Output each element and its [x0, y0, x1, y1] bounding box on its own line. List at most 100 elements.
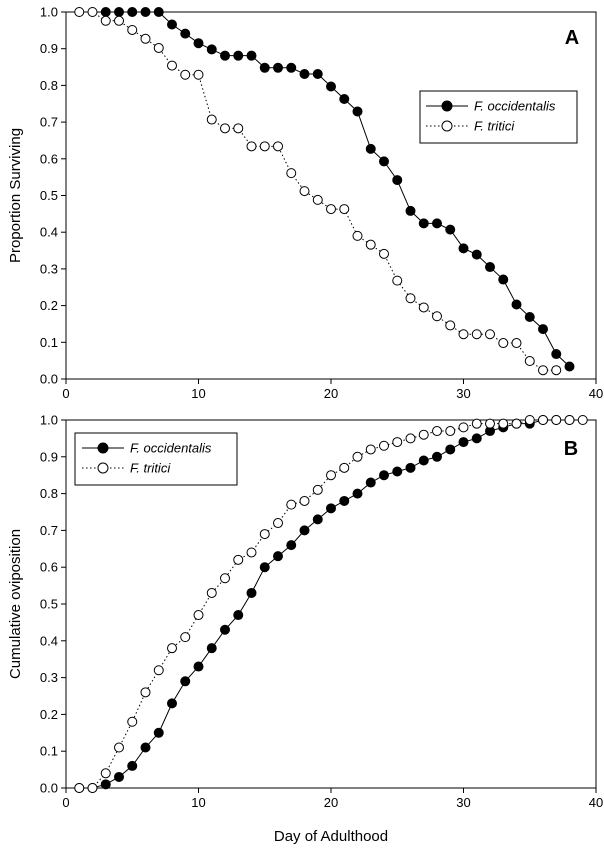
data-point-f-occidentalis: [339, 495, 350, 506]
data-point-f-tritici: [193, 610, 204, 621]
data-point-f-tritici: [485, 418, 495, 429]
data-point-f-occidentalis: [286, 62, 297, 73]
panel-label: B: [564, 438, 578, 460]
data-point-f-occidentalis: [365, 143, 376, 154]
data-point-f-tritici: [432, 426, 442, 437]
legend-box: [419, 90, 578, 144]
data-point-f-tritici: [524, 356, 535, 367]
data-point-f-occidentalis: [206, 643, 217, 654]
data-point-f-tritici: [246, 547, 257, 558]
data-point-f-occidentalis: [233, 610, 244, 621]
data-point-f-tritici: [445, 426, 456, 437]
panel-a: 0 10 20 30 40 0.0 0.1 0.2 0.3 0.4 0.5 0.6 0.7 0.8 0.9 1…: [7, 5, 603, 402]
series-layer: [74, 415, 588, 793]
data-point-f-occidentalis: [127, 760, 138, 771]
legend: F. occidentalis F. tritici: [419, 90, 578, 144]
data-point-f-tritici: [458, 329, 469, 340]
data-point-f-occidentalis: [100, 7, 111, 17]
plot-frame: [65, 11, 597, 380]
data-point-f-tritici: [551, 365, 562, 376]
data-point-f-occidentalis: [471, 249, 482, 260]
data-point-f-occidentalis: [233, 50, 244, 61]
data-point-f-occidentalis: [206, 44, 217, 55]
data-point-f-occidentalis: [458, 437, 469, 448]
data-point-f-occidentalis: [379, 470, 389, 481]
data-point-f-tritici: [524, 415, 535, 425]
data-point-f-tritici: [418, 302, 429, 313]
data-point-f-tritici: [471, 418, 482, 429]
y-axis-title: Cumulative oviposition: [7, 529, 24, 679]
data-point-f-occidentalis: [538, 324, 548, 335]
data-point-f-occidentalis: [114, 771, 124, 782]
data-point-f-tritici: [352, 230, 363, 241]
legend-label-f-tritici: F. tritici: [474, 119, 515, 134]
data-point-f-occidentalis: [140, 742, 151, 753]
data-point-f-occidentalis: [352, 106, 363, 117]
data-point-f-tritici: [485, 329, 495, 340]
data-point-f-occidentalis: [312, 69, 323, 80]
data-point-f-occidentalis: [471, 433, 482, 444]
data-point-f-tritici: [312, 194, 323, 205]
data-point-f-occidentalis: [511, 299, 522, 310]
x-tick-label: 20: [324, 795, 338, 810]
data-point-f-occidentalis: [273, 551, 283, 562]
data-point-f-occidentalis: [220, 50, 230, 61]
data-point-f-tritici: [326, 204, 336, 215]
data-point-f-occidentalis: [259, 62, 270, 73]
data-point-f-occidentalis: [392, 466, 403, 477]
data-point-f-occidentalis: [140, 7, 151, 17]
data-point-f-occidentalis: [286, 540, 297, 551]
data-point-f-occidentalis: [405, 462, 416, 473]
data-point-f-tritici: [220, 573, 230, 584]
data-point-f-tritici: [140, 33, 151, 44]
data-point-f-tritici: [471, 329, 482, 340]
x-tick-label: 30: [456, 795, 470, 810]
panel-label: A: [565, 27, 579, 49]
data-point-f-occidentalis: [432, 451, 442, 462]
data-point-f-tritici: [498, 418, 509, 429]
data-point-f-tritici: [538, 415, 548, 425]
legend-marker-f-tritici: [441, 120, 453, 132]
data-point-f-tritici: [87, 7, 98, 17]
data-point-f-occidentalis: [114, 7, 124, 17]
data-point-f-tritici: [180, 69, 191, 80]
x-tick-label: 40: [589, 795, 603, 810]
data-point-f-occidentalis: [326, 503, 336, 514]
y-tick-label: 0.2: [40, 298, 58, 313]
data-point-f-tritici: [365, 444, 376, 455]
data-point-f-occidentalis: [352, 488, 363, 499]
data-point-f-tritici: [259, 529, 270, 540]
y-tick-label: 1.0: [40, 413, 58, 428]
data-point-f-tritici: [153, 665, 164, 676]
data-point-f-tritici: [392, 437, 403, 448]
y-tick-label: 0.1: [40, 335, 58, 350]
data-point-f-occidentalis: [326, 81, 336, 92]
y-tick-label: 0.4: [40, 225, 58, 240]
x-tick-label: 10: [191, 795, 205, 810]
data-point-f-tritici: [551, 415, 562, 425]
y-tick-label: 0.5: [40, 597, 58, 612]
y-tick-label: 0.8: [40, 486, 58, 501]
data-point-f-tritici: [233, 123, 244, 134]
data-point-f-occidentalis: [432, 218, 442, 229]
legend: F. occidentalis F. tritici: [74, 432, 238, 486]
x-tick-label: 30: [456, 386, 470, 401]
data-point-f-tritici: [153, 42, 164, 53]
legend-box: [74, 432, 238, 486]
data-point-f-tritici: [365, 239, 376, 250]
ticks-layer: 0 10 20 30 40 0.0 0.1 0.2 0.3 0.4 0.5 0.6 0.7 0.8 0.9 1…: [40, 5, 603, 402]
data-point-f-occidentalis: [180, 28, 191, 39]
data-point-f-tritici: [538, 365, 548, 376]
data-point-f-tritici: [74, 7, 85, 17]
data-point-f-tritici: [498, 338, 509, 349]
data-point-f-tritici: [392, 275, 403, 286]
data-point-f-tritici: [339, 462, 350, 473]
data-point-f-occidentalis: [405, 205, 416, 216]
data-point-f-occidentalis: [100, 779, 111, 790]
data-point-f-tritici: [127, 24, 138, 35]
x-tick-label: 0: [62, 795, 69, 810]
data-point-f-tritici: [220, 123, 230, 134]
data-point-f-tritici: [326, 470, 336, 481]
data-point-f-occidentalis: [246, 50, 257, 61]
